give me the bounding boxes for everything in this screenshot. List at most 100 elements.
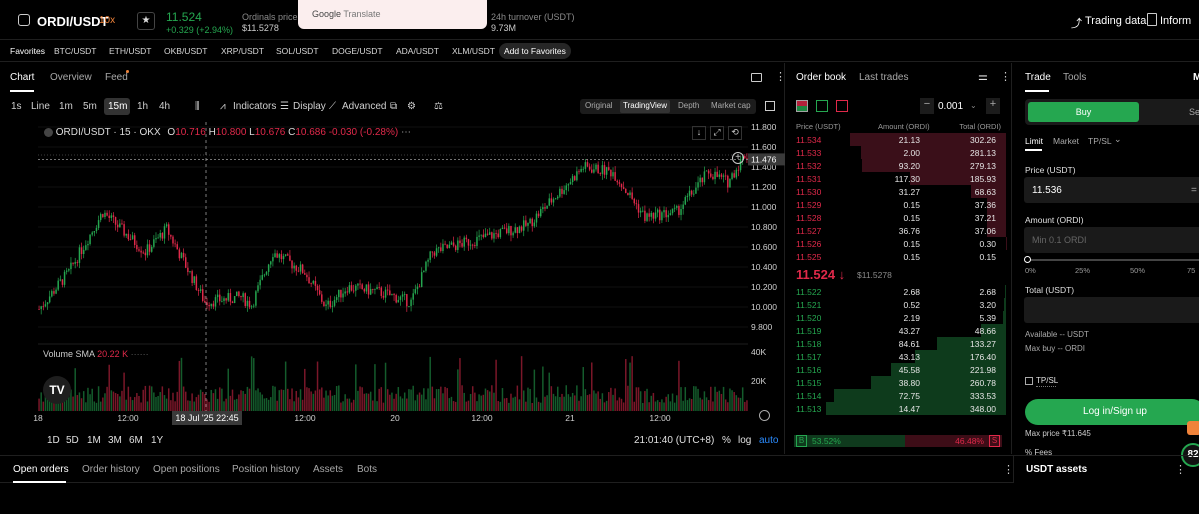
order-book-row[interactable]: 11.519 43.27 48.66	[786, 324, 1006, 337]
fav-item[interactable]: ADA/USDT	[396, 46, 439, 56]
fees-link[interactable]: % Fees	[1025, 448, 1053, 457]
fav-item[interactable]: SOL/USDT	[276, 46, 319, 56]
auto-toggle[interactable]: auto	[759, 435, 779, 446]
range-1d[interactable]: 1D	[47, 435, 60, 446]
legend-more-icon[interactable]: ⋯	[400, 127, 411, 138]
pair-title[interactable]: ORDI/USDT	[37, 14, 109, 29]
fullscreen-icon[interactable]	[751, 73, 762, 82]
order-book-row[interactable]: 11.526 0.15 0.30	[786, 237, 1006, 250]
slider-mark-25[interactable]: 25%	[1075, 266, 1091, 275]
more-icon[interactable]: ⋮	[1000, 71, 1011, 83]
order-book-row[interactable]: 11.527 36.76 37.06	[786, 224, 1006, 237]
advanced-button[interactable]: Advanced	[342, 101, 387, 112]
tab-open-orders[interactable]: Open orders	[13, 464, 69, 475]
order-type-tpsl[interactable]: TP/SL	[1088, 136, 1112, 146]
chart-maximize-icon[interactable]: ⤢	[710, 126, 724, 140]
indicators-icon[interactable]: ⩘	[220, 101, 226, 112]
range-3m[interactable]: 3M	[108, 435, 122, 446]
tab-assets[interactable]: Assets	[313, 464, 344, 475]
legend-collapse-icon[interactable]	[44, 127, 53, 137]
trading-data-link[interactable]: Trading data	[1085, 15, 1147, 27]
source-market-cap[interactable]: Market cap	[711, 101, 751, 110]
order-book-row[interactable]: 11.529 0.15 37.36	[786, 198, 1006, 211]
scale-icon[interactable]: ⚖	[434, 101, 443, 112]
timeframe-1m[interactable]: 1m	[59, 101, 73, 112]
star-icon[interactable]: ★	[137, 12, 155, 30]
view-both-icon[interactable]	[796, 100, 808, 112]
tick-plus-button[interactable]: +	[986, 98, 1000, 114]
tab-open-positions[interactable]: Open positions	[153, 464, 220, 475]
tab-feed[interactable]: Feed	[105, 72, 128, 83]
candlestick-chart[interactable]	[38, 122, 748, 411]
tab-position-history[interactable]: Position history	[232, 464, 300, 475]
favorites-label[interactable]: Favorites	[10, 46, 45, 56]
slider-mark-50[interactable]: 50%	[1130, 266, 1146, 275]
chart-svg[interactable]	[38, 122, 748, 411]
tab-tools[interactable]: Tools	[1063, 72, 1087, 83]
order-book-row[interactable]: 11.534 21.13 302.26	[786, 133, 1006, 146]
view-bids-icon[interactable]	[816, 100, 828, 112]
advanced-icon[interactable]: ⟋	[329, 101, 336, 112]
display-button[interactable]: Display	[293, 101, 326, 112]
timeframe-15m[interactable]: 15m	[108, 101, 128, 112]
order-book-row[interactable]: 11.515 38.80 260.78	[786, 376, 1006, 389]
order-book-row[interactable]: 11.517 43.13 176.40	[786, 350, 1006, 363]
range-1y[interactable]: 1Y	[151, 435, 164, 446]
amount-slider[interactable]	[1027, 259, 1199, 261]
expand-icon[interactable]	[765, 101, 775, 111]
add-alert-icon[interactable]: +	[732, 152, 744, 164]
more-icon[interactable]: ⋮	[1175, 464, 1186, 476]
log-toggle[interactable]: log	[738, 435, 752, 446]
tradingview-logo[interactable]: TV	[43, 376, 71, 404]
slider-handle[interactable]	[1024, 256, 1031, 263]
timeframe-4h[interactable]: 4h	[159, 101, 171, 112]
fav-item[interactable]: OKB/USDT	[164, 46, 208, 56]
login-signup-button[interactable]: Log in/Sign up	[1025, 399, 1199, 425]
pair-icon[interactable]	[18, 14, 30, 26]
fav-item[interactable]: DOGE/USDT	[332, 46, 383, 56]
total-input[interactable]	[1024, 297, 1199, 323]
time-axis[interactable]: 18 12:00 12:00 20 12:00 21 12:00	[0, 409, 785, 427]
translate-popup[interactable]: Google Translate	[298, 0, 487, 29]
settings-gear-icon[interactable]: ⚙	[407, 101, 416, 112]
tab-last-trades[interactable]: Last trades	[859, 72, 909, 83]
range-6m[interactable]: 6M	[129, 435, 143, 446]
tpsl-label[interactable]: TP/SL	[1036, 376, 1059, 385]
order-book-row[interactable]: 11.525 0.15 0.15	[786, 250, 1006, 263]
fav-item[interactable]: ETH/USDT	[109, 46, 152, 56]
tab-overview[interactable]: Overview	[50, 72, 92, 83]
timeframe-5m[interactable]: 5m	[83, 101, 97, 112]
snapshot-icon[interactable]: ⧉	[390, 101, 398, 112]
source-original[interactable]: Original	[585, 101, 613, 110]
tab-order-history[interactable]: Order history	[82, 464, 140, 475]
order-type-market[interactable]: Market	[1053, 136, 1079, 146]
order-type-limit[interactable]: Limit	[1025, 136, 1043, 146]
timeframe-line[interactable]: Line	[31, 101, 50, 112]
order-book-row[interactable]: 11.514 72.75 333.53	[786, 389, 1006, 402]
view-asks-icon[interactable]	[836, 100, 848, 112]
order-book-row[interactable]: 11.520 2.19 5.39	[786, 311, 1006, 324]
more-icon[interactable]: ⋮	[1003, 464, 1014, 476]
sell-button[interactable]: Se	[1189, 107, 1199, 117]
timeframe-1s[interactable]: 1s	[11, 101, 22, 112]
price-axis[interactable]: 11.800 11.600 11.400 11.200 11.000 10.800 10.6…	[748, 122, 785, 411]
gift-icon[interactable]	[1187, 421, 1199, 435]
fav-item[interactable]: XLM/USDT	[452, 46, 495, 56]
chart-arrow-icon[interactable]: ↓	[692, 126, 706, 140]
tick-minus-button[interactable]: −	[920, 98, 934, 114]
tab-chart[interactable]: Chart	[10, 72, 35, 83]
source-tradingview[interactable]: TradingView	[623, 101, 668, 110]
order-book-row[interactable]: 11.513 14.47 348.00	[786, 402, 1006, 415]
range-1m[interactable]: 1M	[87, 435, 101, 446]
order-book-row[interactable]: 11.516 45.58 221.98	[786, 363, 1006, 376]
tab-m[interactable]: M	[1193, 72, 1199, 83]
fav-item[interactable]: XRP/USDT	[221, 46, 264, 56]
tick-size-select[interactable]: 0.001	[938, 101, 964, 112]
source-depth[interactable]: Depth	[678, 101, 700, 110]
order-book-row[interactable]: 11.528 0.15 37.21	[786, 211, 1006, 224]
settings-sliders-icon[interactable]: ⚌	[978, 71, 988, 83]
display-icon[interactable]: ☰	[280, 101, 289, 112]
add-to-favorites-button[interactable]: Add to Favorites	[499, 43, 571, 59]
tab-bots[interactable]: Bots	[357, 464, 378, 475]
fav-item[interactable]: BTC/USDT	[54, 46, 97, 56]
